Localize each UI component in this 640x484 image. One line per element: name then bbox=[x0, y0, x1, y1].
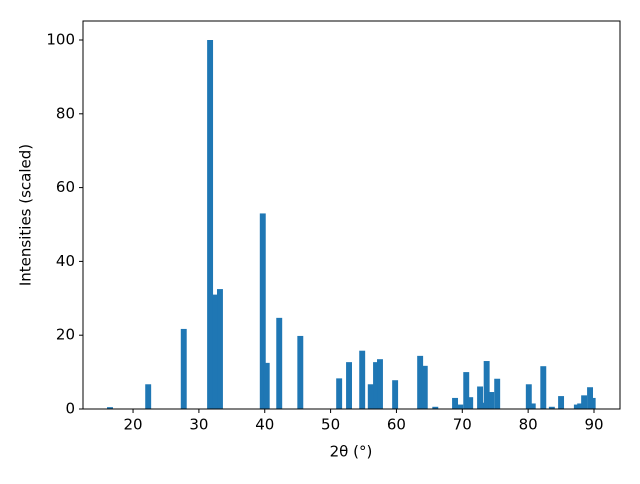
bar bbox=[581, 395, 588, 409]
bar bbox=[457, 404, 464, 409]
plot-frame bbox=[82, 20, 621, 410]
y-tick-label: 0 bbox=[65, 400, 75, 418]
bar bbox=[494, 378, 501, 409]
bar bbox=[463, 372, 470, 409]
bar bbox=[336, 378, 343, 409]
bar bbox=[540, 366, 547, 409]
bar bbox=[180, 328, 187, 409]
x-tick-label: 40 bbox=[255, 416, 274, 434]
bar bbox=[367, 384, 374, 409]
bar bbox=[432, 406, 439, 409]
bar bbox=[467, 397, 474, 409]
x-tick-label: 80 bbox=[519, 416, 538, 434]
y-tick-label: 40 bbox=[56, 252, 75, 270]
bar bbox=[529, 403, 536, 409]
y-axis-label: Intensities (scaled) bbox=[17, 144, 35, 286]
y-tick-label: 20 bbox=[56, 326, 75, 344]
bar bbox=[477, 386, 484, 409]
bar bbox=[577, 403, 584, 409]
bar bbox=[548, 406, 555, 409]
bar bbox=[421, 365, 428, 409]
x-axis-label: 2θ (°) bbox=[330, 443, 373, 461]
bar bbox=[207, 40, 214, 410]
bar bbox=[217, 289, 223, 409]
bar bbox=[259, 213, 266, 409]
bar bbox=[558, 396, 565, 409]
bar bbox=[488, 392, 495, 409]
y-tick-label: 60 bbox=[56, 178, 75, 196]
y-tick-label: 80 bbox=[56, 104, 75, 122]
bar bbox=[212, 294, 219, 409]
bar bbox=[359, 350, 366, 409]
x-tick-label: 60 bbox=[387, 416, 406, 434]
x-tick-label: 90 bbox=[584, 416, 603, 434]
bar bbox=[107, 407, 113, 409]
bar bbox=[145, 384, 152, 409]
y-tick-label: 100 bbox=[46, 31, 75, 49]
bar bbox=[525, 384, 532, 409]
bar bbox=[297, 335, 304, 409]
bar bbox=[573, 404, 580, 409]
x-tick-label: 30 bbox=[189, 416, 208, 434]
bar bbox=[276, 317, 283, 409]
bar bbox=[377, 359, 383, 409]
x-tick-label: 20 bbox=[123, 416, 142, 434]
bar bbox=[483, 361, 490, 409]
bar bbox=[373, 362, 379, 409]
bar bbox=[479, 402, 486, 409]
bar bbox=[589, 397, 596, 409]
bar bbox=[417, 355, 424, 409]
bar bbox=[452, 397, 459, 409]
x-tick-label: 70 bbox=[453, 416, 472, 434]
x-tick-label: 50 bbox=[321, 416, 340, 434]
bar bbox=[263, 362, 270, 409]
bar bbox=[346, 362, 352, 409]
bar bbox=[392, 380, 399, 409]
